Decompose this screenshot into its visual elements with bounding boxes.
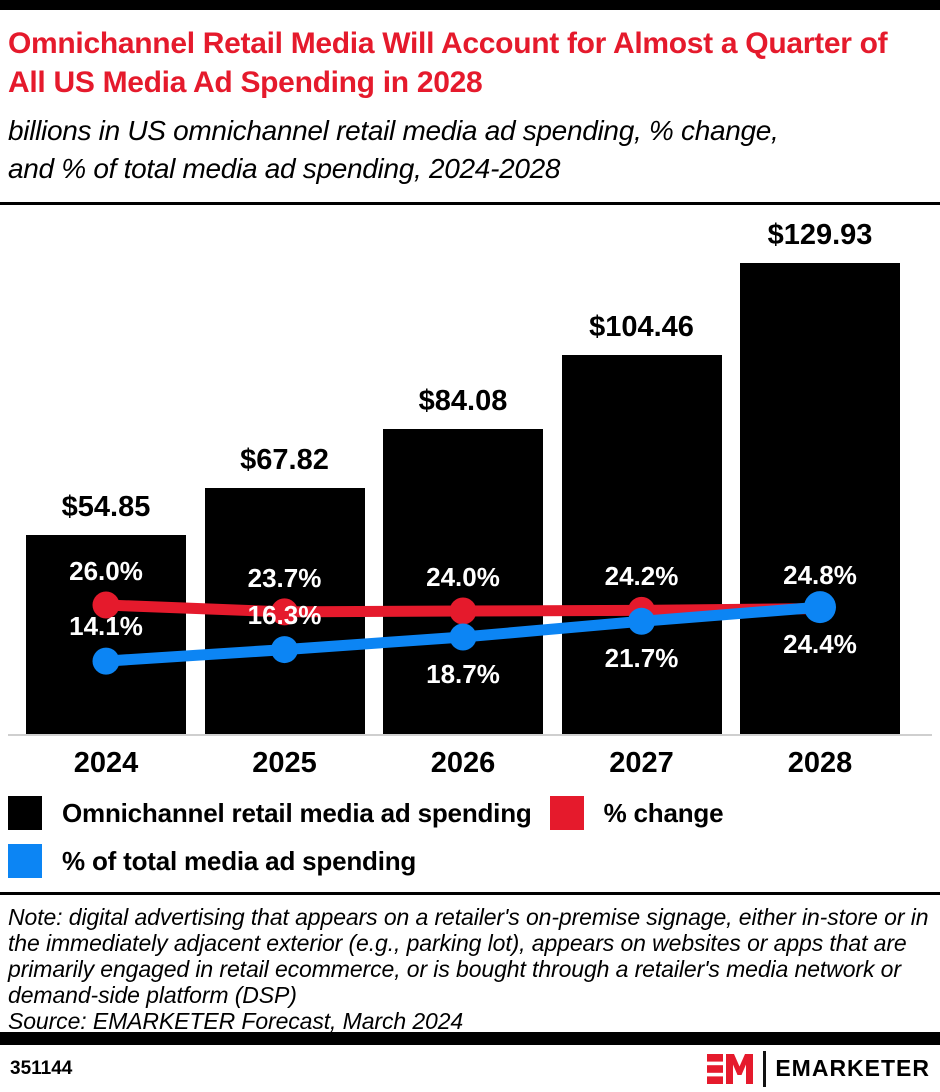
legend-row-2: % of total media ad spending <box>8 844 932 878</box>
bar-value-label-2026: $84.08 <box>418 385 508 418</box>
bar-value-label-2024: $54.85 <box>61 491 151 524</box>
legend-label-pct-total: % of total media ad spending <box>62 845 417 876</box>
chart-lines-layer <box>92 591 836 675</box>
em-mark-icon <box>707 1053 754 1084</box>
chart-id: 351144 <box>10 1057 73 1079</box>
footer-row: 351144 EMARKETER <box>0 1045 940 1092</box>
bar-2027 <box>561 355 722 734</box>
pct-change-label-2027: 24.2% <box>604 561 679 592</box>
legend-swatch-pct-total <box>8 844 42 878</box>
emarketer-logo: EMARKETER <box>707 1050 930 1087</box>
pct-of-total-point-2028 <box>804 591 836 624</box>
x-axis-label-2025: 2025 <box>252 747 317 779</box>
source-text: Source: EMARKETER Forecast, March 2024 <box>8 1008 464 1034</box>
chart-title: Omnichannel Retail Media Will Account fo… <box>8 27 888 99</box>
x-axis-label-2024: 2024 <box>73 747 139 779</box>
brand-name: EMARKETER <box>775 1055 930 1081</box>
pct-change-point-2025 <box>271 598 298 626</box>
pct-change-label-2025: 23.7% <box>247 562 322 593</box>
page-footer: 351144 EMARKETER <box>0 1032 940 1092</box>
bar-value-label-2028: $129.93 <box>767 219 873 251</box>
legend-row-1: Omnichannel retail media ad spending % c… <box>8 796 932 830</box>
pct-change-label-2024: 26.0% <box>69 556 143 586</box>
pct-of-total-label-2024: 14.1% <box>69 611 143 642</box>
pct-change-point-2024 <box>92 591 120 619</box>
top-black-bar <box>0 0 940 10</box>
pct-of-total-point-2026 <box>449 623 477 651</box>
bar-value-label-2027: $104.46 <box>589 311 694 344</box>
bar-value-label-2025: $67.82 <box>240 444 329 477</box>
legend-swatch-bar-series <box>8 796 42 830</box>
logo-divider <box>763 1050 767 1087</box>
pct-of-total-label-2026: 18.7% <box>426 659 500 689</box>
x-axis-label-2028: 2028 <box>787 747 853 779</box>
pct-change-label-2026: 24.0% <box>426 562 500 592</box>
footnote: Note: digital advertising that appears o… <box>8 904 932 1034</box>
pct-change-label-2028: 24.8% <box>783 559 857 590</box>
bottom-black-bar <box>0 1032 940 1045</box>
pct-of-total-label-2028: 24.4% <box>783 629 857 660</box>
x-axis-label-2027: 2027 <box>609 747 674 779</box>
bar-line-chart: $54.85 $67.82 $84.08 $104.46 $129.93 26.0% 23.… <box>0 215 940 790</box>
x-axis-label-2026: 2026 <box>430 747 496 779</box>
legend-swatch-pct-change <box>549 796 584 830</box>
legend-label-bar-series: Omnichannel retail media ad spending <box>62 797 532 828</box>
bar-2024 <box>26 535 186 734</box>
pct-change-point-2026 <box>449 597 477 625</box>
legend-label-pct-change: % change <box>603 797 724 828</box>
header-divider <box>0 202 940 205</box>
chart-subtitle: billions in US omnichannel retail media … <box>8 115 779 184</box>
note-text: Note: digital advertising that appears o… <box>8 904 929 1008</box>
x-axis-line <box>8 734 932 736</box>
pct-of-total-label-2025: 16.3% <box>247 599 322 630</box>
pct-of-total-point-2025 <box>271 636 298 664</box>
bar-2026 <box>383 429 543 734</box>
bar-2028 <box>740 263 900 734</box>
pct-of-total-point-2027 <box>628 607 655 635</box>
pct-of-total-point-2024 <box>92 647 120 675</box>
legend-divider <box>0 892 940 895</box>
pct-of-total-label-2027: 21.7% <box>604 643 679 674</box>
legend: Omnichannel retail media ad spending % c… <box>8 796 932 878</box>
